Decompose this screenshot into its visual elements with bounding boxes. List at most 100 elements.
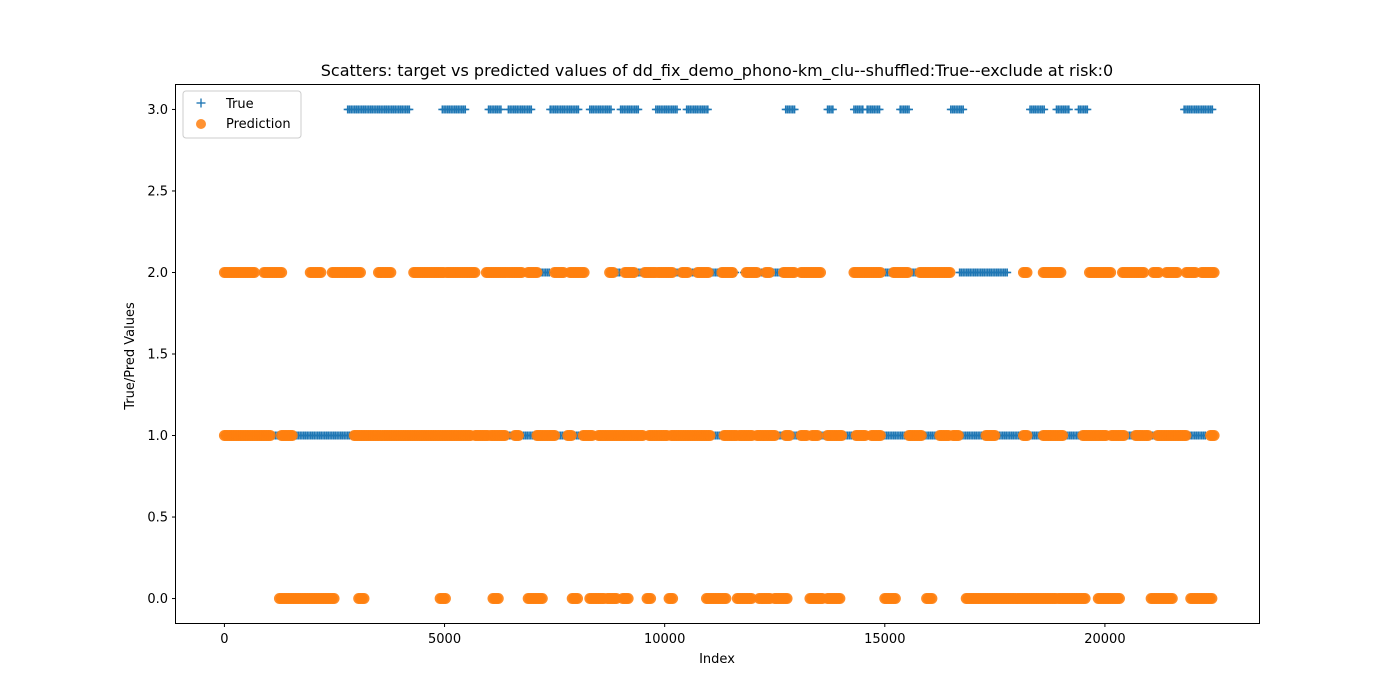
legend-prediction-marker [196, 119, 206, 129]
prediction-point [358, 593, 370, 605]
true-point [1040, 105, 1049, 114]
prediction-point [1166, 593, 1178, 605]
prediction-point [1208, 430, 1220, 442]
y-tick-label: 2.5 [147, 184, 168, 199]
y-tick-label: 1.5 [147, 348, 168, 363]
prediction-point [492, 593, 504, 605]
prediction-point [726, 266, 738, 278]
prediction-point [354, 266, 366, 278]
prediction-point [902, 266, 914, 278]
prediction-point [607, 266, 619, 278]
prediction-point [549, 430, 561, 442]
true-point [959, 105, 968, 114]
prediction-point [439, 593, 451, 605]
legend-prediction-label: Prediction [226, 117, 291, 132]
true-point [574, 105, 583, 114]
prediction-point [745, 593, 757, 605]
prediction-point [667, 593, 679, 605]
prediction-point [915, 430, 927, 442]
prediction-point [1113, 593, 1125, 605]
y-tick-label: 2.0 [147, 266, 168, 281]
x-tick-label: 0 [220, 632, 228, 647]
prediction-point [926, 593, 938, 605]
prediction-point [1180, 430, 1192, 442]
prediction-point [536, 593, 548, 605]
true-point [905, 105, 914, 114]
true-point [828, 105, 837, 114]
prediction-point [952, 430, 964, 442]
prediction-point [1105, 266, 1117, 278]
prediction-point [385, 266, 397, 278]
prediction-point [622, 593, 634, 605]
true-point [1064, 105, 1073, 114]
y-axis-ticks: 0.0 0.5 1.0 1.5 2.0 2.5 3.0 [147, 103, 176, 607]
prediction-point [836, 430, 848, 442]
prediction-point [666, 266, 678, 278]
prediction-point [815, 266, 827, 278]
prediction-point [572, 593, 584, 605]
legend-true-label: True [225, 97, 254, 112]
prediction-point [1206, 593, 1218, 605]
prediction-point [499, 430, 511, 442]
prediction-point [469, 266, 481, 278]
prediction-point [989, 430, 1001, 442]
true-point [672, 105, 681, 114]
series-prediction-marks [218, 266, 1220, 605]
y-tick-label: 3.0 [147, 103, 168, 118]
legend: True Prediction [182, 90, 302, 139]
prediction-point [531, 266, 543, 278]
x-axis-label: Index [699, 652, 735, 667]
true-point [527, 105, 536, 114]
prediction-point [769, 430, 781, 442]
prediction-point [1055, 266, 1067, 278]
prediction-point [1021, 266, 1033, 278]
x-tick-label: 5000 [428, 632, 461, 647]
prediction-point [1153, 266, 1165, 278]
y-tick-label: 1.0 [147, 429, 168, 444]
legend-true-marker [196, 98, 206, 108]
prediction-point [264, 430, 276, 442]
true-point [1208, 105, 1217, 114]
prediction-point [1208, 266, 1220, 278]
true-point [875, 105, 884, 114]
prediction-point [315, 266, 327, 278]
prediction-point [248, 266, 260, 278]
true-point [703, 105, 712, 114]
y-axis-label: True/Pred Values [123, 302, 138, 411]
prediction-point [682, 266, 694, 278]
prediction-point [751, 266, 763, 278]
prediction-point [565, 430, 577, 442]
prediction-point [783, 430, 795, 442]
prediction-point [704, 430, 716, 442]
true-point [461, 105, 470, 114]
prediction-point [1118, 430, 1130, 442]
true-point [496, 105, 505, 114]
prediction-point [781, 593, 793, 605]
prediction-point [513, 430, 525, 442]
prediction-point [1021, 430, 1033, 442]
prediction-point [874, 430, 886, 442]
true-point [1083, 105, 1092, 114]
prediction-point [834, 593, 846, 605]
prediction-point [874, 266, 886, 278]
prediction-point [328, 593, 340, 605]
x-tick-label: 15000 [864, 632, 905, 647]
prediction-point [1079, 593, 1091, 605]
chart-title: Scatters: target vs predicted values of … [321, 61, 1113, 81]
prediction-point [702, 266, 714, 278]
prediction-point [1171, 266, 1183, 278]
true-point [606, 105, 615, 114]
prediction-point [763, 266, 775, 278]
prediction-point [578, 266, 590, 278]
true-point [1003, 268, 1012, 277]
prediction-point [286, 430, 298, 442]
true-point [405, 105, 414, 114]
prediction-point [628, 266, 640, 278]
true-point [790, 105, 799, 114]
legend-box [182, 90, 302, 139]
prediction-point [720, 593, 732, 605]
y-tick-label: 0.0 [147, 592, 168, 607]
prediction-point [276, 266, 288, 278]
